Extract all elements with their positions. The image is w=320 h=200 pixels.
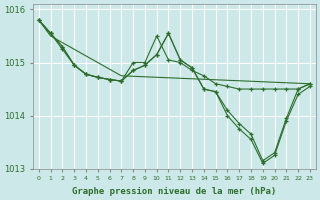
X-axis label: Graphe pression niveau de la mer (hPa): Graphe pression niveau de la mer (hPa): [72, 187, 276, 196]
